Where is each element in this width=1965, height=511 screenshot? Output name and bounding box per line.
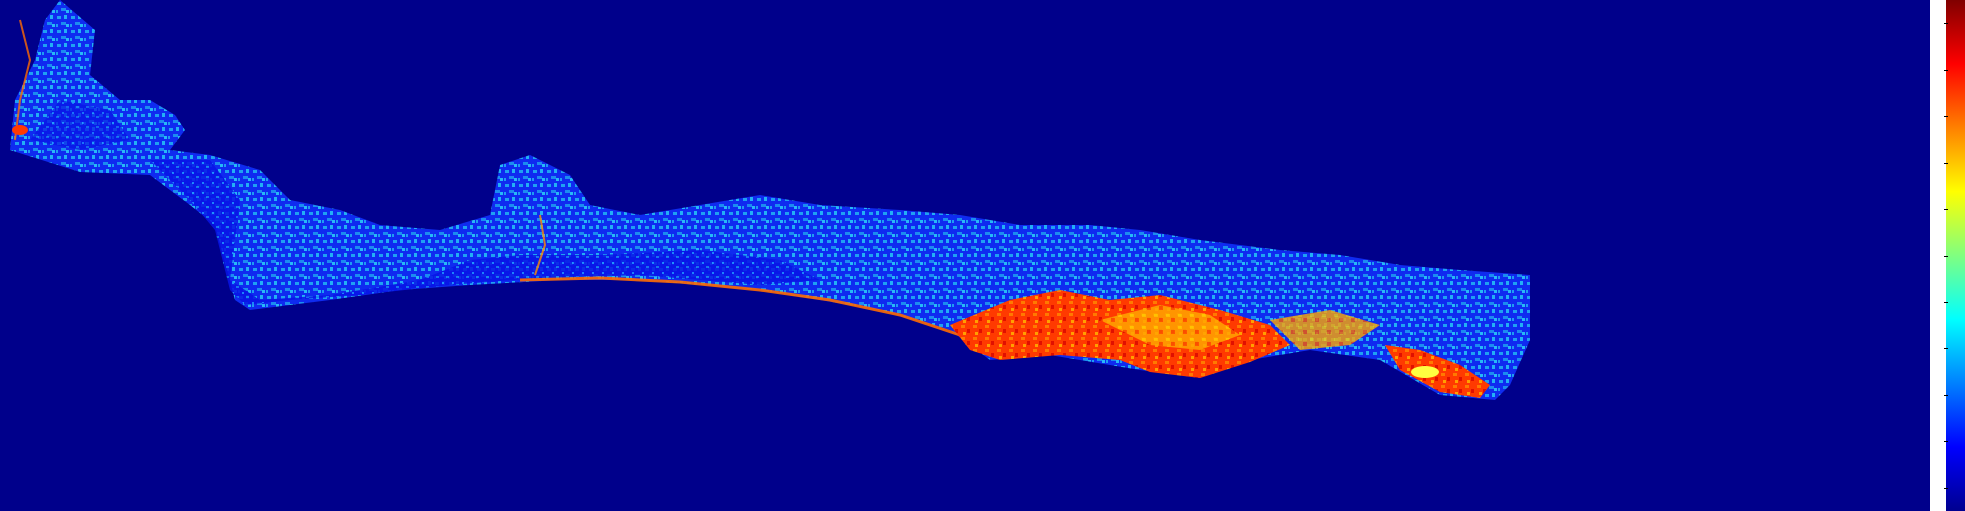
colorbar-tick bbox=[1944, 209, 1948, 210]
colorbar-tick bbox=[1944, 441, 1948, 442]
land-region-dark bbox=[150, 160, 820, 305]
colorbar-tick bbox=[1944, 395, 1948, 396]
colorbar-tick bbox=[1944, 23, 1948, 24]
colorbar-gradient bbox=[1946, 0, 1965, 511]
hotspot-region-warm bbox=[1100, 305, 1240, 350]
colorbar-tick bbox=[1944, 348, 1948, 349]
coastline-streak bbox=[14, 19, 32, 141]
coastline-streak bbox=[519, 276, 961, 337]
hotspot-peak bbox=[1411, 366, 1439, 378]
colorbar-tick bbox=[1944, 488, 1948, 489]
land-region-dark bbox=[30, 100, 130, 150]
colorbar-tick bbox=[1944, 116, 1948, 117]
colorbar-tick bbox=[1944, 256, 1948, 257]
colorbar-tick bbox=[1944, 302, 1948, 303]
hotspot-region bbox=[950, 290, 1290, 378]
hotspot-small bbox=[12, 125, 28, 135]
river-streak bbox=[534, 214, 547, 276]
colorbar-tick bbox=[1944, 70, 1948, 71]
colorbar bbox=[1930, 0, 1965, 511]
hotspot-region-warm bbox=[1270, 310, 1380, 350]
colorbar-tick bbox=[1944, 163, 1948, 164]
